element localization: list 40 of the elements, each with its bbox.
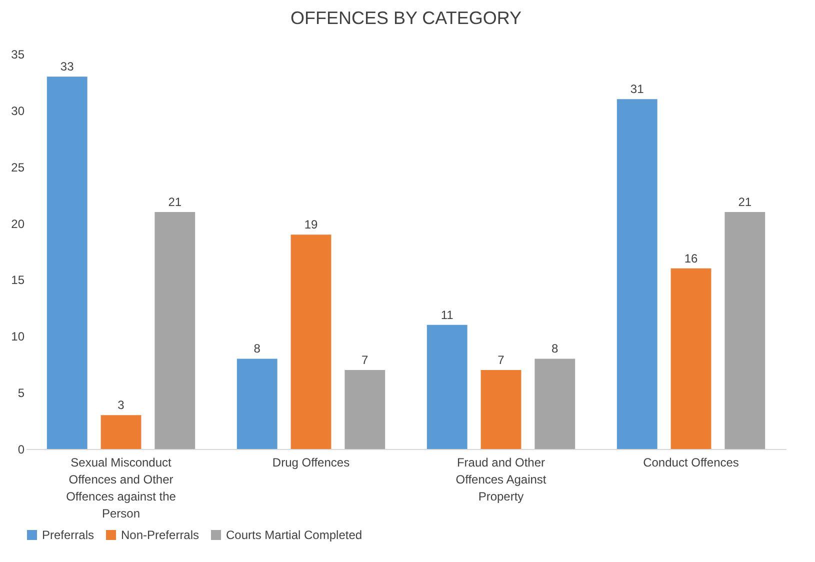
data-label: 11 [440,308,454,322]
data-label: 8 [552,342,559,356]
legend-label: Courts Martial Completed [226,528,362,542]
bar [154,212,196,449]
legend-label: Non-Preferrals [121,528,200,542]
data-label: 8 [254,342,261,356]
bar [236,358,278,449]
data-label: 33 [60,60,74,74]
bar [100,415,142,449]
y-tick-label: 20 [11,216,25,231]
x-tick-label: Conduct Offences [643,456,739,470]
data-label: 21 [738,195,752,209]
chart-title: OFFENCES BY CATEGORY [290,8,522,28]
bar [426,324,468,449]
y-tick-label: 15 [11,273,25,288]
bar [724,212,766,449]
legend-label: Preferrals [42,528,94,542]
y-tick-label: 5 [18,386,25,400]
x-tick-label: Drug Offences [272,456,350,470]
data-label: 19 [304,218,318,232]
data-label: 7 [498,353,505,367]
bar [46,76,88,449]
y-tick-label: 25 [11,160,25,174]
bar [344,370,386,449]
bar [480,370,522,449]
bar [290,234,332,449]
data-label: 7 [362,353,369,367]
y-tick-label: 30 [11,104,25,118]
y-tick-label: 10 [11,330,25,344]
data-label: 3 [118,398,125,412]
x-tick-label: Sexual Misconduct Offences and Other Offences against the Person [66,456,176,520]
bar [534,358,576,449]
x-tick-label: Fraud and Other Offences Against Property [456,456,547,504]
data-label: 31 [630,82,644,96]
data-label: 16 [684,251,698,266]
bar [616,99,658,449]
y-tick-label: 35 [11,48,25,62]
data-label: 21 [168,195,182,209]
y-tick-label: 0 [18,442,25,456]
bar [670,268,712,449]
